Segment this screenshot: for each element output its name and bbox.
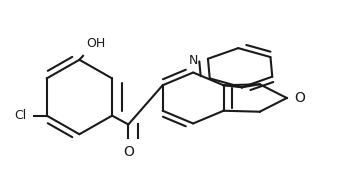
Text: O: O (295, 91, 306, 105)
Text: O: O (123, 145, 134, 159)
Text: Cl: Cl (15, 109, 27, 122)
Text: N: N (188, 54, 198, 67)
Text: OH: OH (87, 37, 106, 50)
